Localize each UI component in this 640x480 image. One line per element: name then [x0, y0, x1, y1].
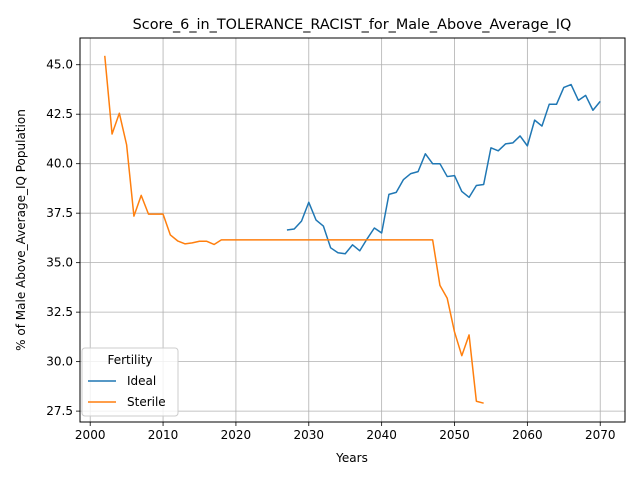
y-tick-label: 27.5 [46, 404, 73, 418]
x-axis-label: Years [335, 451, 368, 465]
series-line-sterile [104, 55, 484, 404]
x-tick-label: 2010 [148, 428, 179, 442]
x-tick-label: 2040 [366, 428, 397, 442]
legend: Fertility Ideal Sterile [81, 347, 179, 417]
y-tick-label: 30.0 [46, 355, 73, 369]
legend-label-sterile: Sterile [127, 395, 166, 409]
y-axis-label: % of Male Above_Average_IQ Population [14, 109, 28, 351]
x-tick-label: 2070 [585, 428, 616, 442]
y-tick-label: 35.0 [46, 256, 73, 270]
y-tick-label: 45.0 [46, 58, 73, 72]
plot-frame [79, 37, 626, 423]
legend-title: Fertility [107, 353, 152, 367]
legend-label-ideal: Ideal [127, 374, 156, 388]
x-tick-label: 2050 [439, 428, 470, 442]
x-tick-label: 2030 [294, 428, 325, 442]
series-lines [104, 55, 601, 404]
x-axis-ticks: 2000 2010 2020 2030 2040 2050 2060 2070 [75, 422, 616, 442]
x-tick-label: 2020 [221, 428, 252, 442]
legend-box [81, 347, 179, 417]
y-tick-label: 37.5 [46, 206, 73, 220]
x-tick-label: 2060 [512, 428, 543, 442]
chart-title: Score_6_in_TOLERANCE_RACIST_for_Male_Abo… [133, 17, 572, 33]
y-tick-label: 32.5 [46, 305, 73, 319]
y-axis-ticks: 27.5 30.0 32.5 35.0 37.5 40.0 42.5 45.0 [46, 58, 80, 418]
series-line-ideal [286, 83, 601, 255]
x-tick-label: 2000 [75, 428, 106, 442]
y-tick-label: 40.0 [46, 157, 73, 171]
y-tick-label: 42.5 [46, 107, 73, 121]
